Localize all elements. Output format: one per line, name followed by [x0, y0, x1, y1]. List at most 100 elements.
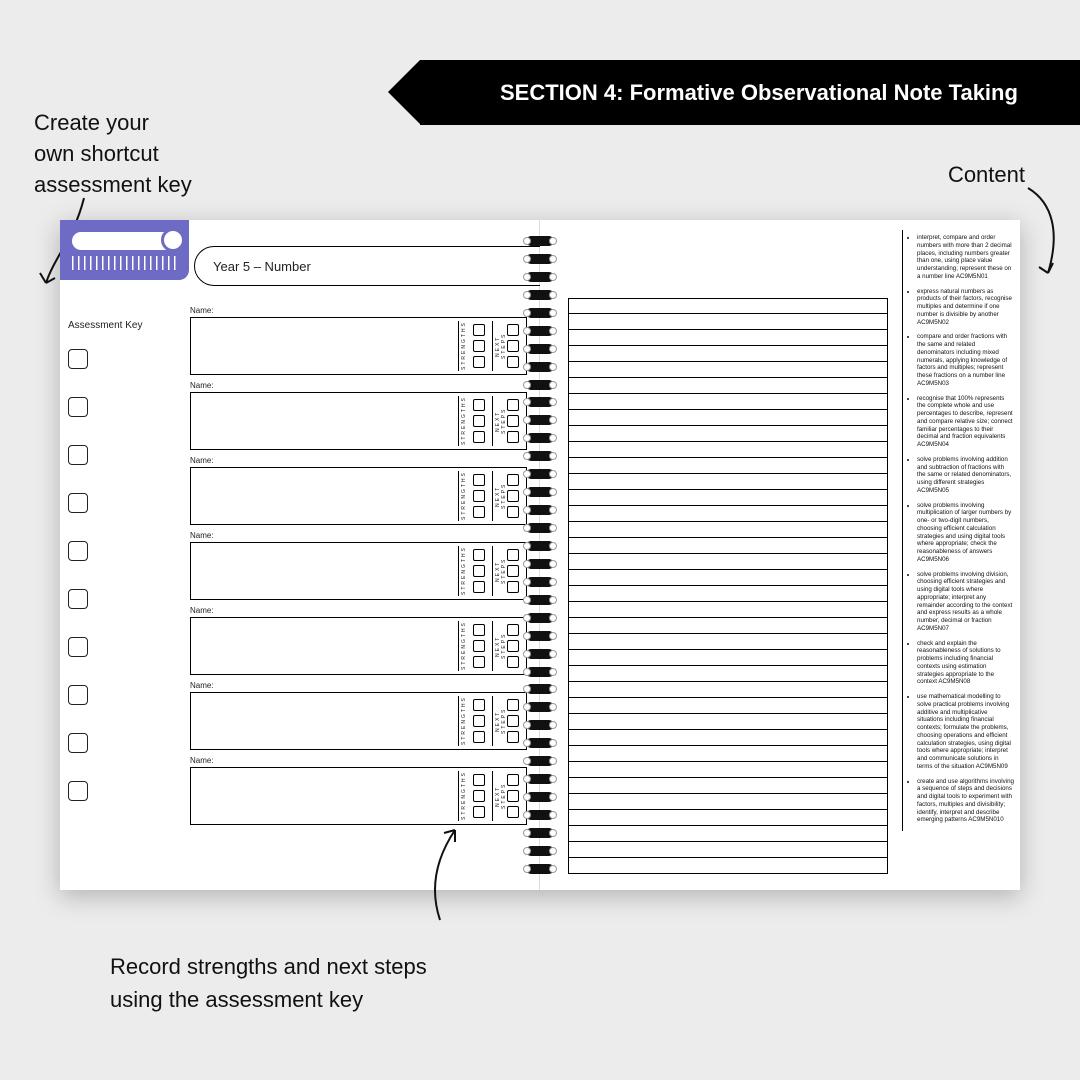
note-line[interactable] — [568, 714, 888, 730]
note-line[interactable] — [568, 666, 888, 682]
nextsteps-checkbox[interactable] — [507, 324, 519, 336]
nextsteps-checkbox[interactable] — [507, 431, 519, 443]
note-line[interactable] — [568, 826, 888, 842]
note-line[interactable] — [568, 394, 888, 410]
callout-content: Content — [948, 160, 1025, 191]
note-line[interactable] — [568, 314, 888, 330]
planner-page-right: interpret, compare and order numbers wit… — [540, 220, 1020, 890]
note-line[interactable] — [568, 778, 888, 794]
strengths-checkbox[interactable] — [473, 399, 485, 411]
content-descriptor-item: interpret, compare and order numbers wit… — [917, 234, 1014, 281]
strengths-checkbox[interactable] — [473, 790, 485, 802]
assessment-key-checkbox[interactable] — [68, 445, 88, 465]
entry-box[interactable]: STRENGTHSNEXT STEPS — [190, 467, 527, 525]
entry-name-label: Name: — [190, 456, 527, 465]
note-line[interactable] — [568, 426, 888, 442]
note-line[interactable] — [568, 362, 888, 378]
strengths-checkbox[interactable] — [473, 415, 485, 427]
note-line[interactable] — [568, 458, 888, 474]
note-line[interactable] — [568, 538, 888, 554]
strengths-checkbox[interactable] — [473, 340, 485, 352]
nextsteps-checkbox[interactable] — [507, 624, 519, 636]
assessment-key-checkbox[interactable] — [68, 685, 88, 705]
nextsteps-checkbox[interactable] — [507, 715, 519, 727]
note-line[interactable] — [568, 842, 888, 858]
nextsteps-checkbox[interactable] — [507, 656, 519, 668]
nextsteps-checkbox[interactable] — [507, 731, 519, 743]
nextsteps-checkbox[interactable] — [507, 340, 519, 352]
entry-box[interactable]: STRENGTHSNEXT STEPS — [190, 542, 527, 600]
strengths-checkbox[interactable] — [473, 656, 485, 668]
assessment-key-checkbox[interactable] — [68, 541, 88, 561]
note-line[interactable] — [568, 762, 888, 778]
note-line[interactable] — [568, 650, 888, 666]
strengths-checkbox[interactable] — [473, 549, 485, 561]
nextsteps-checkbox[interactable] — [507, 415, 519, 427]
assessment-key-checkbox[interactable] — [68, 637, 88, 657]
strengths-checkbox[interactable] — [473, 565, 485, 577]
nextsteps-checkbox[interactable] — [507, 474, 519, 486]
note-line[interactable] — [568, 634, 888, 650]
entry-box[interactable]: STRENGTHSNEXT STEPS — [190, 317, 527, 375]
strengths-checkbox[interactable] — [473, 581, 485, 593]
note-line[interactable] — [568, 298, 888, 314]
strengths-checkbox[interactable] — [473, 506, 485, 518]
nextsteps-checkbox[interactable] — [507, 565, 519, 577]
assessment-key-checkbox[interactable] — [68, 397, 88, 417]
nextsteps-checkbox[interactable] — [507, 790, 519, 802]
note-line[interactable] — [568, 346, 888, 362]
section-banner-text: SECTION 4: Formative Observational Note … — [500, 80, 1018, 106]
note-line[interactable] — [568, 490, 888, 506]
entry-box[interactable]: STRENGTHSNEXT STEPS — [190, 392, 527, 450]
strengths-checkbox[interactable] — [473, 731, 485, 743]
nextsteps-checkbox[interactable] — [507, 549, 519, 561]
assessment-key-checkbox[interactable] — [68, 349, 88, 369]
note-line[interactable] — [568, 570, 888, 586]
note-line[interactable] — [568, 410, 888, 426]
note-line[interactable] — [568, 618, 888, 634]
nextsteps-checkbox[interactable] — [507, 640, 519, 652]
assessment-key-checkbox[interactable] — [68, 589, 88, 609]
nextsteps-checkbox[interactable] — [507, 356, 519, 368]
nextsteps-checkbox[interactable] — [507, 506, 519, 518]
note-line[interactable] — [568, 506, 888, 522]
note-line[interactable] — [568, 378, 888, 394]
note-line[interactable] — [568, 474, 888, 490]
strengths-checkbox[interactable] — [473, 356, 485, 368]
assessment-key-checkbox[interactable] — [68, 733, 88, 753]
strengths-checkbox[interactable] — [473, 699, 485, 711]
entry-box[interactable]: STRENGTHSNEXT STEPS — [190, 767, 527, 825]
note-line[interactable] — [568, 858, 888, 874]
strengths-checkbox[interactable] — [473, 715, 485, 727]
note-line[interactable] — [568, 682, 888, 698]
nextsteps-checkbox[interactable] — [507, 581, 519, 593]
assessment-key-checkbox[interactable] — [68, 781, 88, 801]
note-line[interactable] — [568, 794, 888, 810]
note-line[interactable] — [568, 810, 888, 826]
entry-box[interactable]: STRENGTHSNEXT STEPS — [190, 692, 527, 750]
strengths-checkbox[interactable] — [473, 474, 485, 486]
note-line[interactable] — [568, 522, 888, 538]
nextsteps-checkbox[interactable] — [507, 399, 519, 411]
nextsteps-checkbox[interactable] — [507, 774, 519, 786]
strengths-checkbox[interactable] — [473, 774, 485, 786]
note-line[interactable] — [568, 602, 888, 618]
note-line[interactable] — [568, 442, 888, 458]
strengths-checkbox[interactable] — [473, 640, 485, 652]
nextsteps-checkbox[interactable] — [507, 699, 519, 711]
strengths-checkbox[interactable] — [473, 431, 485, 443]
strengths-checkbox[interactable] — [473, 806, 485, 818]
note-line[interactable] — [568, 698, 888, 714]
strengths-checkbox[interactable] — [473, 324, 485, 336]
note-line[interactable] — [568, 746, 888, 762]
note-line[interactable] — [568, 586, 888, 602]
note-line[interactable] — [568, 730, 888, 746]
nextsteps-checkbox[interactable] — [507, 490, 519, 502]
note-line[interactable] — [568, 330, 888, 346]
strengths-checkbox[interactable] — [473, 490, 485, 502]
strengths-checkbox[interactable] — [473, 624, 485, 636]
assessment-key-checkbox[interactable] — [68, 493, 88, 513]
note-line[interactable] — [568, 554, 888, 570]
entry-box[interactable]: STRENGTHSNEXT STEPS — [190, 617, 527, 675]
nextsteps-checkbox[interactable] — [507, 806, 519, 818]
